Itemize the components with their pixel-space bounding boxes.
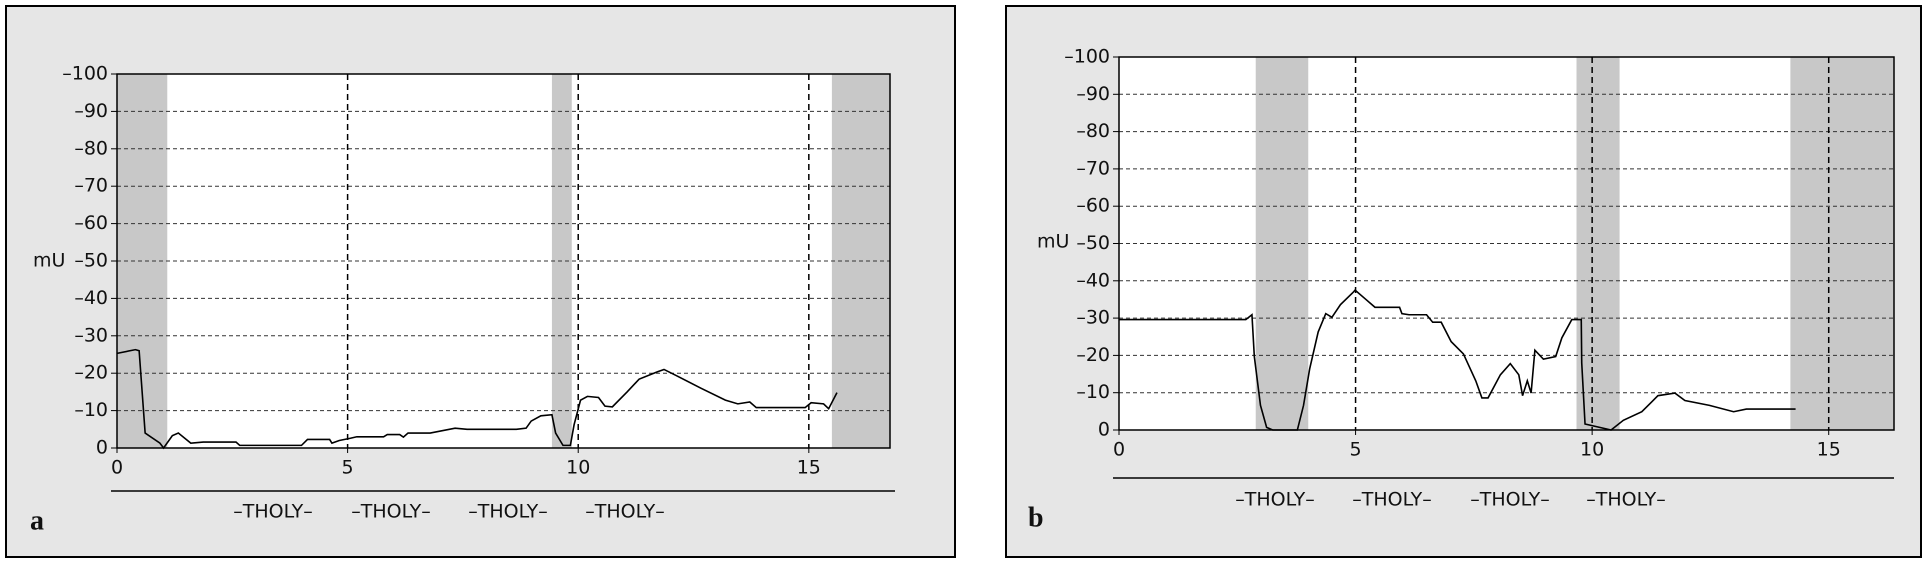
y-tick-label: –70 <box>74 175 108 197</box>
y-tick-label: –100 <box>1064 46 1110 68</box>
x-tick-label: 15 <box>797 457 821 479</box>
annotation: –THOLY– <box>1235 489 1315 511</box>
y-tick-label: –80 <box>1076 120 1110 142</box>
panel-label: a <box>30 505 44 536</box>
annotation: –THOLY– <box>233 501 313 523</box>
y-tick-label: –30 <box>74 324 108 346</box>
annotation: –THOLY– <box>1352 489 1432 511</box>
y-tick-label: 0 <box>1098 419 1110 441</box>
x-tick-label: 0 <box>1113 439 1125 461</box>
y-tick-label: –10 <box>1076 381 1110 403</box>
annotation: –THOLY– <box>351 501 431 523</box>
annotation: –THOLY– <box>468 501 548 523</box>
y-tick-label: –90 <box>1076 83 1110 105</box>
y-axis-label: mU <box>33 250 65 272</box>
y-tick-label: –50 <box>74 250 108 272</box>
panel-label: b <box>1028 502 1044 533</box>
x-tick-label: 0 <box>111 457 123 479</box>
x-tick-label: 5 <box>342 457 354 479</box>
y-tick-label: –40 <box>74 287 108 309</box>
y-tick-label: –90 <box>74 100 108 122</box>
plot-frame <box>116 73 891 449</box>
y-tick-label: –30 <box>1076 307 1110 329</box>
x-tick-label: 5 <box>1350 439 1362 461</box>
annotation: –THOLY– <box>585 501 665 523</box>
annotation: –THOLY– <box>1470 489 1550 511</box>
y-tick-label: –50 <box>1076 232 1110 254</box>
plot-frame <box>1118 56 1895 431</box>
data-line <box>116 348 838 450</box>
y-tick-label: –60 <box>74 212 108 234</box>
y-axis-label: mU <box>1037 231 1069 253</box>
y-tick-label: –70 <box>1076 157 1110 179</box>
y-tick-label: –20 <box>1076 344 1110 366</box>
x-tick-label: 10 <box>566 457 590 479</box>
y-tick-label: –100 <box>62 63 108 85</box>
y-tick-label: –60 <box>1076 195 1110 217</box>
annotation: –THOLY– <box>1586 489 1666 511</box>
y-tick-label: –20 <box>74 362 108 384</box>
x-tick-label: 10 <box>1580 439 1604 461</box>
y-tick-label: –80 <box>74 137 108 159</box>
data-line <box>1119 289 1796 431</box>
y-tick-label: –40 <box>1076 269 1110 291</box>
y-tick-label: –10 <box>74 399 108 421</box>
y-tick-label: 0 <box>96 437 108 459</box>
x-tick-label: 15 <box>1817 439 1841 461</box>
